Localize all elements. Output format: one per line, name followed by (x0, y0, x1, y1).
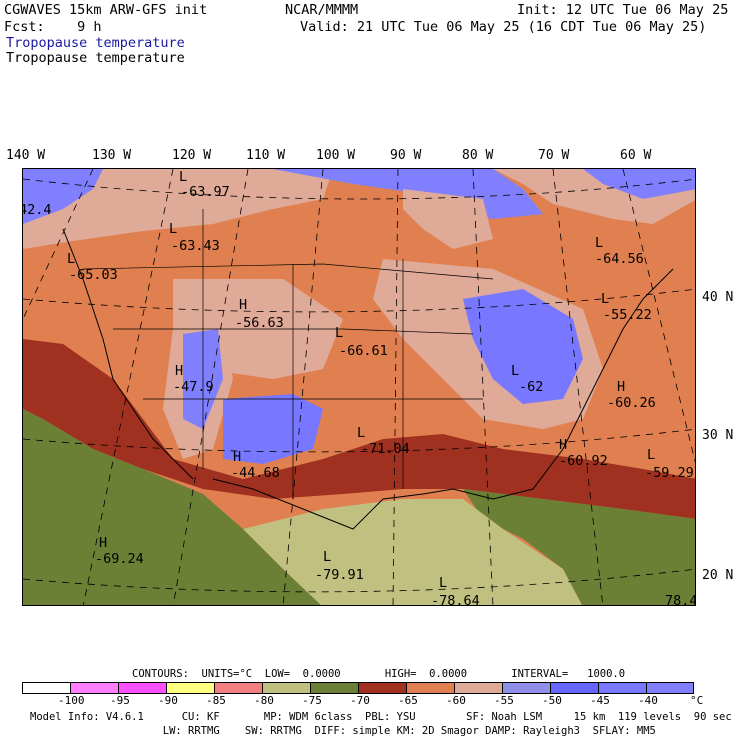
legend-tick: -65 (398, 694, 418, 707)
model-info-line1: Model Info: V4.6.1 CU: KF MP: WDM 6class… (30, 711, 732, 723)
legend-swatch (166, 682, 214, 694)
legend-tick: -80 (254, 694, 274, 707)
high-value: -44.68 (231, 465, 280, 481)
legend-swatch (70, 682, 118, 694)
legend-swatch (502, 682, 550, 694)
field-title-blue: Tropopause temperature (6, 35, 185, 51)
low-value: -55.22 (603, 307, 652, 323)
low-value: -65.03 (69, 267, 118, 283)
lat-label: 20 N (702, 568, 734, 583)
high-marker: H (233, 449, 242, 465)
legend-tick: -100 (58, 694, 85, 707)
low-value: -66.61 (339, 343, 388, 359)
high-value: -56.63 (235, 315, 284, 331)
map-panel: L -63.97 L -63.43 L -65.03 42.4 H -56.63… (22, 168, 696, 606)
lon-label: 110 W (246, 148, 286, 163)
legend-tick: -95 (110, 694, 130, 707)
high-marker: H (559, 437, 568, 453)
forecast-hour: Fcst: 9 h (4, 19, 102, 35)
low-marker: L (357, 425, 366, 441)
legend-swatch (310, 682, 358, 694)
high-value: -47.9 (173, 379, 214, 395)
low-value: -63.97 (181, 184, 230, 200)
init-time: Init: 12 UTC Tue 06 May 25 (517, 2, 729, 18)
low-value: -59.29 (645, 465, 694, 481)
legend-tick: -50 (542, 694, 562, 707)
lat-label: 30 N (702, 428, 734, 443)
legend-unit: °C (690, 694, 704, 707)
low-value: -78.64 (431, 593, 480, 606)
low-marker: L (323, 549, 332, 565)
low-marker: L (169, 221, 178, 237)
legend-tick: -55 (494, 694, 514, 707)
legend-tick: -85 (206, 694, 226, 707)
legend-swatch (214, 682, 262, 694)
low-value: -62 (519, 379, 544, 395)
low-value: -64.56 (595, 251, 644, 267)
low-value: -79.91 (315, 567, 364, 583)
lon-label: 70 W (538, 148, 570, 163)
low-marker: L (67, 251, 76, 267)
high-value: -60.26 (607, 395, 656, 411)
legend-swatch (454, 682, 502, 694)
lat-label: 40 N (702, 290, 734, 305)
lon-label: 60 W (620, 148, 652, 163)
high-marker: H (175, 363, 184, 379)
legend-swatch (598, 682, 646, 694)
model-info-line2: LW: RRTMG SW: RRTMG DIFF: simple KM: 2D … (30, 725, 656, 737)
model-title: CGWAVES 15km ARW-GFS init (4, 2, 208, 18)
edge-value: 78.4 (665, 593, 696, 606)
legend-tick: -40 (638, 694, 658, 707)
legend-swatch (262, 682, 310, 694)
org-label: NCAR/MMMM (285, 2, 359, 18)
valid-time: Valid: 21 UTC Tue 06 May 25 (16 CDT Tue … (300, 19, 707, 35)
field-title: Tropopause temperature (6, 50, 185, 66)
legend-swatch (358, 682, 406, 694)
low-marker: L (439, 575, 448, 591)
legend-swatch (550, 682, 598, 694)
contours-info: CONTOURS: UNITS=°C LOW= 0.0000 HIGH= 0.0… (132, 668, 626, 680)
legend-swatch (118, 682, 166, 694)
legend-tick: -75 (302, 694, 322, 707)
low-marker: L (647, 447, 656, 463)
lon-label: 100 W (316, 148, 356, 163)
legend-tick: -70 (350, 694, 370, 707)
high-marker: H (99, 535, 108, 551)
low-marker: L (595, 235, 604, 251)
lon-label: 80 W (462, 148, 494, 163)
legend-swatch (22, 682, 70, 694)
low-marker: L (335, 325, 344, 341)
legend-tick: -60 (446, 694, 466, 707)
edge-value: 42.4 (22, 202, 52, 218)
low-marker: L (511, 363, 520, 379)
high-value: -60.92 (559, 453, 608, 469)
low-value: -71.04 (361, 441, 410, 457)
low-value: -63.43 (171, 238, 220, 254)
low-marker: L (179, 169, 188, 185)
legend-tick: -45 (590, 694, 610, 707)
lon-label: 140 W (6, 148, 46, 163)
high-marker: H (239, 297, 248, 313)
high-value: -69.24 (95, 551, 144, 567)
legend-tick: -90 (158, 694, 178, 707)
lon-label: 120 W (172, 148, 212, 163)
lon-label: 90 W (390, 148, 422, 163)
legend-swatch (406, 682, 454, 694)
lon-label: 130 W (92, 148, 132, 163)
legend-swatch (646, 682, 694, 694)
high-marker: H (617, 379, 626, 395)
low-marker: L (601, 291, 610, 307)
tropopause-field (23, 169, 695, 605)
